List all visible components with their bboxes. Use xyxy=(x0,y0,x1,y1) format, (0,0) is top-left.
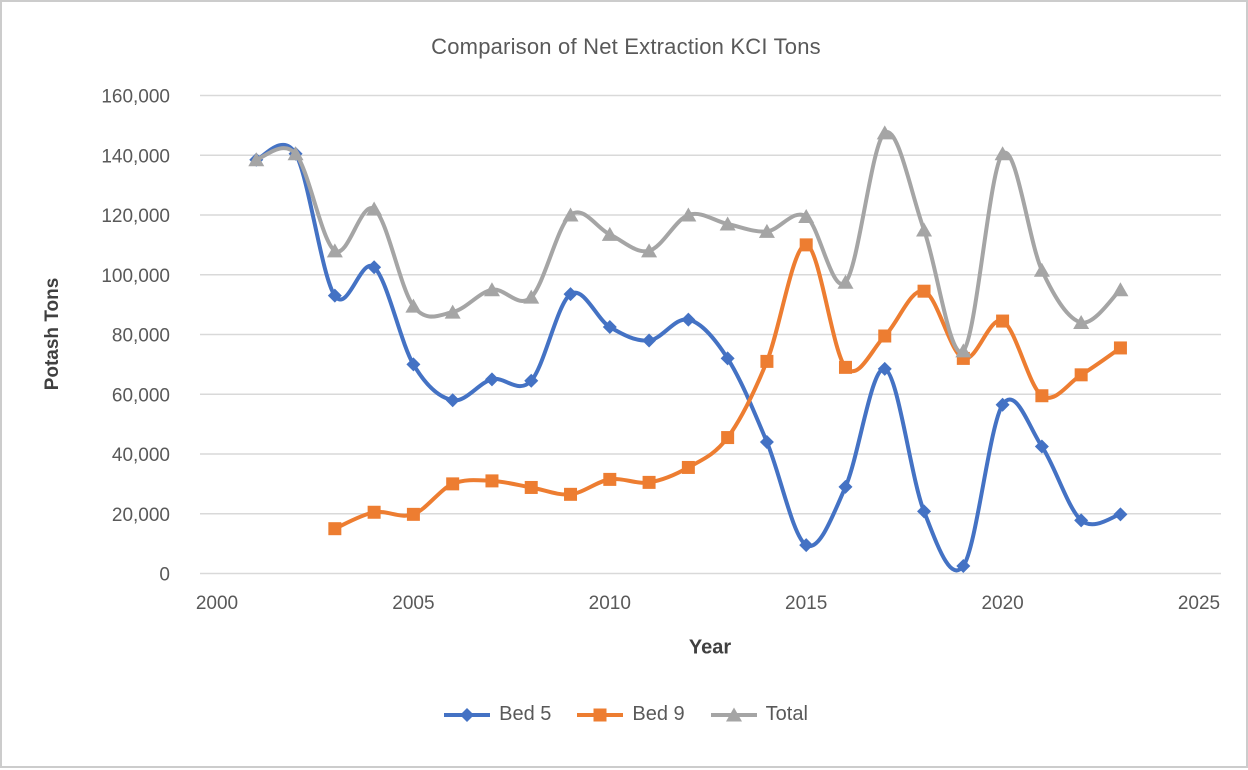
series-total-marker xyxy=(366,201,383,216)
series-bed-5-marker xyxy=(524,373,539,388)
series-bed-5-line xyxy=(254,143,1123,573)
series-bed-5-marker xyxy=(956,559,971,574)
series-bed-5-marker xyxy=(1074,513,1089,528)
series-bed-9-marker xyxy=(1074,368,1088,382)
series-total-marker xyxy=(837,274,854,289)
diamond-marker-icon xyxy=(444,707,491,722)
series-bed-5-marker xyxy=(917,504,932,519)
y-tick-label: 80,000 xyxy=(112,326,170,347)
series-total-marker xyxy=(483,282,500,297)
series-bed-5-marker xyxy=(406,357,421,372)
series-bed-5-marker xyxy=(720,351,735,366)
series-bed-9-marker xyxy=(917,284,931,298)
series-total-marker xyxy=(994,146,1011,161)
series-bed-5-marker xyxy=(838,479,853,494)
series-bed-9-marker xyxy=(799,238,813,252)
series-bed-5-marker xyxy=(602,320,617,335)
y-tick-label: 160,000 xyxy=(101,87,170,108)
x-tick-label: 2025 xyxy=(1178,593,1220,614)
series-bed-5-marker xyxy=(327,288,342,303)
series-bed-9-marker xyxy=(1113,341,1127,355)
triangle-marker-icon xyxy=(710,707,757,721)
series-bed-5-marker xyxy=(563,287,578,302)
series-bed-9-marker xyxy=(878,329,892,343)
x-axis-title: Year xyxy=(688,636,732,659)
series-total-marker xyxy=(523,289,540,304)
legend-label: Total xyxy=(765,703,808,725)
series-total-marker xyxy=(916,222,933,237)
series-bed-9-marker xyxy=(760,354,774,368)
series-total-marker xyxy=(287,146,304,161)
series-total-marker xyxy=(405,298,422,313)
series-bed-9-marker xyxy=(603,472,617,486)
series-bed-5-marker xyxy=(445,393,460,408)
series-bed-5-marker xyxy=(759,435,774,450)
x-tick-label: 2005 xyxy=(392,593,434,614)
series-bed-9-marker xyxy=(406,507,420,521)
legend-item-bed-9: Bed 9 xyxy=(577,703,685,726)
series-total-marker xyxy=(876,125,893,140)
series-bed-9-marker xyxy=(838,360,852,374)
series-total-marker xyxy=(1033,262,1050,277)
y-axis-title: Potash Tons xyxy=(42,277,63,391)
series-bed-9-marker xyxy=(1035,389,1049,403)
y-tick-label: 60,000 xyxy=(112,385,170,406)
series-bed-5-marker xyxy=(484,372,499,387)
series-bed-5-marker xyxy=(799,538,814,553)
y-tick-label: 40,000 xyxy=(112,445,170,466)
series-total-marker xyxy=(248,152,265,167)
series-bed-9-marker xyxy=(996,314,1010,328)
y-tick-label: 100,000 xyxy=(101,266,170,287)
series-total-marker xyxy=(680,207,697,222)
series-total-marker xyxy=(1112,282,1129,297)
series-total-marker xyxy=(798,208,815,223)
series-bed-5-marker xyxy=(1034,439,1049,454)
x-tick-label: 2000 xyxy=(196,593,238,614)
series-bed-9-marker xyxy=(524,480,538,494)
series-total-marker xyxy=(601,226,618,241)
series-bed-9-line xyxy=(332,242,1123,531)
series-total-marker xyxy=(562,207,579,222)
series-total-marker xyxy=(326,243,343,258)
series-bed-5-marker xyxy=(1113,507,1128,522)
series-bed-5-marker xyxy=(642,333,657,348)
series-bed-9-marker xyxy=(367,505,381,519)
square-marker-icon xyxy=(577,708,624,721)
series-bed-9-marker xyxy=(564,487,578,501)
series-bed-5-marker xyxy=(681,312,696,327)
series-total-marker xyxy=(444,304,461,319)
y-tick-label: 0 xyxy=(159,565,170,586)
series-bed-9-marker xyxy=(642,475,656,489)
x-tick-label: 2015 xyxy=(785,593,827,614)
series-bed-9-marker xyxy=(328,522,342,536)
x-tick-label: 2010 xyxy=(589,593,631,614)
series-bed-9-marker xyxy=(485,474,499,488)
series-total-marker xyxy=(719,216,736,231)
legend: Bed 5 Bed 9 Total xyxy=(2,703,1248,726)
chart-title: Comparison of Net Extraction KCI Tons xyxy=(431,34,821,59)
series-total-marker xyxy=(1073,315,1090,330)
legend-label: Bed 9 xyxy=(632,703,685,725)
series-bed-5-marker xyxy=(995,397,1010,412)
x-tick-label: 2020 xyxy=(981,593,1023,614)
y-tick-label: 140,000 xyxy=(101,146,170,167)
series-bed-9-marker xyxy=(721,431,735,445)
legend-item-total: Total xyxy=(710,703,808,726)
series-bed-5-marker xyxy=(877,361,892,376)
series-bed-9-marker xyxy=(681,460,695,474)
legend-item-bed-5: Bed 5 xyxy=(444,703,551,726)
series-bed-5-marker xyxy=(367,260,382,275)
y-tick-label: 120,000 xyxy=(101,206,170,227)
series-total-marker xyxy=(641,243,658,258)
series-total-marker xyxy=(955,343,972,358)
y-tick-label: 20,000 xyxy=(112,505,170,526)
series-bed-9-marker xyxy=(446,477,460,491)
series-total-marker xyxy=(758,223,775,238)
legend-label: Bed 5 xyxy=(499,703,552,725)
